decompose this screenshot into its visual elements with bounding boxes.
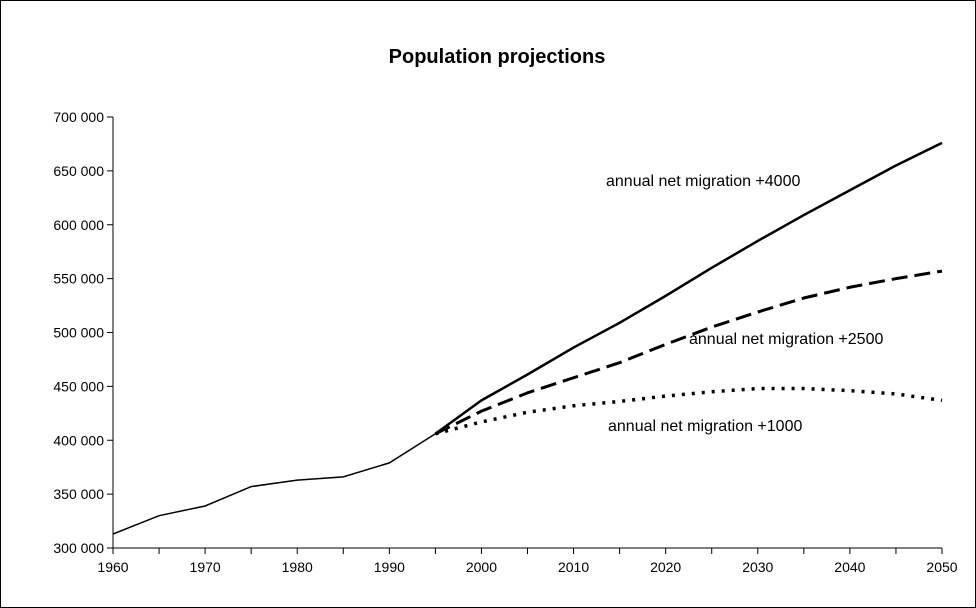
x-tick-label: 2030: [742, 559, 773, 575]
annotation-migration-4000: annual net migration +4000: [606, 173, 800, 190]
annotation-migration-2500: annual net migration +2500: [689, 331, 883, 348]
annotation-migration-1000: annual net migration +1000: [608, 418, 802, 435]
series-line-migration-4000: [434, 141, 943, 435]
x-tick-label: 2010: [558, 559, 589, 575]
x-tick-label: 1960: [97, 559, 128, 575]
series-lines: [112, 141, 943, 535]
x-tick-label: 2020: [650, 559, 681, 575]
axes: [107, 116, 943, 554]
tick-labels: 300 000 350 000 400 000 450 000 500 000 550 0…: [53, 109, 957, 575]
x-tick-label: 2050: [926, 559, 957, 575]
y-tick-label: 700 000: [53, 109, 104, 125]
x-tick-label: 1990: [374, 559, 405, 575]
series-line-historical: [112, 433, 436, 535]
x-tick-label: 2000: [466, 559, 497, 575]
y-tick-label: 400 000: [53, 432, 104, 448]
y-tick-label: 550 000: [53, 271, 104, 287]
x-tick-label: 1980: [282, 559, 313, 575]
y-tick-label: 300 000: [53, 540, 104, 556]
y-tick-label: 350 000: [53, 486, 104, 502]
y-tick-label: 600 000: [53, 217, 104, 233]
y-tick-label: 650 000: [53, 163, 104, 179]
x-tick-label: 1970: [190, 559, 221, 575]
series-line-migration-2500: [434, 269, 943, 436]
x-tick-label: 2040: [834, 559, 865, 575]
y-tick-label: 450 000: [53, 378, 104, 394]
y-tick-label: 500 000: [53, 325, 104, 341]
chart-title: Population projections: [389, 46, 606, 68]
